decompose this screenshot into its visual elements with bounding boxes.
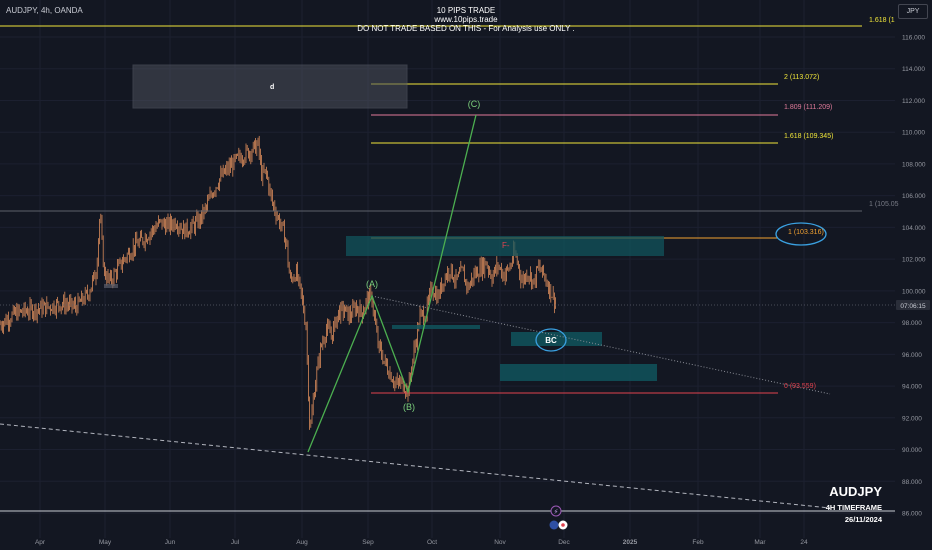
y-tick-label: 86.000 — [902, 511, 922, 518]
header-line-2: www.10pips.trade — [434, 15, 498, 24]
zone-d-box — [132, 64, 408, 109]
event-lightning-icon[interactable] — [550, 505, 562, 517]
currency-button[interactable]: JPY — [898, 4, 928, 19]
dotted-trendline — [371, 295, 831, 395]
zone-f-box — [346, 236, 664, 256]
fib-label-1618-top: 1.618 (1 — [869, 17, 895, 24]
watermark-timeframe: 4H TIMEFRAME — [825, 503, 882, 512]
zone-lower-box — [500, 364, 657, 381]
bc-label: BC — [545, 336, 557, 345]
x-tick-label: Dec — [558, 539, 570, 546]
fib-label-1809: 1.809 (111.209) — [784, 104, 832, 111]
y-tick-label: 110.000 — [902, 130, 925, 137]
dashed-trendline — [0, 423, 831, 509]
f-minus-label: F- — [502, 241, 510, 250]
y-tick-label: 108.000 — [902, 161, 926, 168]
y-tick-label: 90.000 — [902, 447, 922, 454]
y-tick-label: 100.000 — [902, 288, 926, 295]
lightning-glyph: ⚡ — [554, 508, 559, 516]
y-tick-label: 92.000 — [902, 415, 922, 422]
current-price-tag — [896, 300, 930, 310]
x-tick-label: Jun — [165, 539, 176, 546]
zone-tiny-box — [104, 284, 118, 288]
flag-au-icon[interactable] — [549, 520, 559, 530]
fib-label-2: 2 (113.072) — [784, 74, 819, 81]
watermark-symbol: AUDJPY — [829, 484, 882, 499]
header-line-1: 10 PIPS TRADE — [436, 6, 496, 15]
x-tick-label: Apr — [35, 539, 46, 546]
wave-b-label: (B) — [403, 402, 415, 412]
price-axis[interactable]: 116.000 114.000 112.000 110.000 108.000 106.0… — [902, 35, 926, 518]
zone-bc-box — [511, 332, 602, 346]
y-tick-label: 98.000 — [902, 320, 922, 327]
fib-label-1618: 1.618 (109.345) — [784, 133, 833, 140]
zone-d-label: d — [270, 84, 274, 91]
target-circle — [775, 222, 827, 246]
annotation-labels: d F- BC (A) (B) (C) 1.618 (1 2 (113.072)… — [270, 17, 899, 412]
y-tick-label: 104.000 — [902, 225, 926, 232]
x-tick-label: Oct — [427, 539, 437, 546]
watermark-date: 26/11/2024 — [844, 515, 882, 524]
y-tick-label: 94.000 — [902, 384, 922, 391]
fib-label-0: 0 (93.559) — [784, 383, 816, 390]
x-tick-label: May — [99, 539, 112, 546]
zone-small-box — [392, 325, 480, 329]
x-tick-label: Mar — [754, 539, 766, 546]
symbol-interval-label[interactable]: AUDJPY, 4h, OANDA — [6, 6, 83, 15]
y-tick-label: 114.000 — [902, 66, 925, 73]
flag-jp-dot-icon — [561, 523, 565, 527]
current-price-time: 07:06:15 — [900, 303, 926, 310]
wave-abc-path — [307, 114, 477, 453]
bc-circle — [535, 328, 567, 352]
x-tick-label: 2025 — [623, 539, 638, 546]
y-tick-label: 88.000 — [902, 479, 922, 486]
x-tick-label: Sep — [362, 539, 374, 546]
x-tick-label: 24 — [800, 539, 808, 546]
x-tick-label: Feb — [692, 539, 704, 546]
y-tick-label: 102.000 — [902, 257, 926, 264]
time-axis[interactable]: Apr May Jun Jul Aug Sep Oct Nov Dec 2025 Feb Mar 24 — [35, 539, 808, 546]
fib-label-1-grey: 1 (105.05 — [869, 201, 899, 208]
header-line-3: DO NOT TRADE BASED ON THIS - For Analysi… — [357, 24, 575, 33]
wave-c-label: (C) — [468, 99, 481, 109]
y-tick-label: 96.000 — [902, 352, 922, 359]
x-tick-label: Aug — [296, 539, 308, 546]
y-tick-label: 112.000 — [902, 98, 925, 105]
y-tick-label: 116.000 — [902, 35, 925, 42]
grid-lines — [0, 0, 895, 538]
fib-label-1-orange: 1 (103.316) — [788, 229, 824, 236]
wave-a-label: (A) — [366, 279, 378, 289]
y-tick-label: 106.000 — [902, 193, 926, 200]
x-tick-label: Nov — [494, 539, 506, 546]
candles — [0, 135, 556, 430]
chart-header-text: 10 PIPS TRADE www.10pips.trade DO NOT TR… — [0, 6, 932, 33]
x-tick-label: Jul — [231, 539, 240, 546]
